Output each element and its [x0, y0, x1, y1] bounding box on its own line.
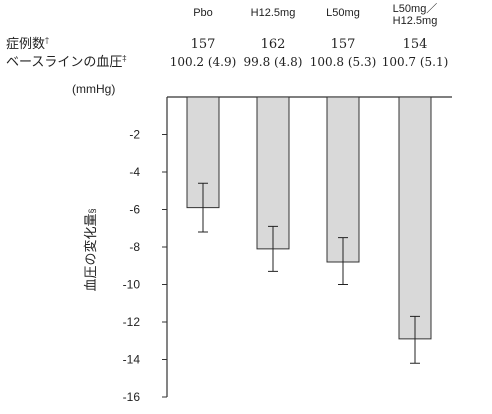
- baseline-value: 100.7 (5.1): [382, 55, 449, 69]
- bar: [326, 96, 360, 263]
- category-label: H12.5mg: [393, 15, 438, 27]
- n-value: 162: [261, 37, 286, 52]
- unit-label: (mmHg): [72, 82, 115, 96]
- baseline-value: 100.8 (5.3): [310, 55, 377, 69]
- row-label-baseline: ベースラインの血圧‡: [6, 54, 126, 70]
- y-tick-label: -8: [129, 240, 140, 254]
- category-label: L50mg: [326, 7, 360, 19]
- bar: [398, 96, 432, 340]
- y-tick-label: -6: [129, 203, 140, 217]
- row-label-n: 症例数†: [6, 36, 49, 52]
- n-value: 154: [403, 37, 428, 52]
- y-tick-label: -14: [123, 353, 141, 367]
- category-labels: Pbo H12.5mg L50mg L50mg／H12.5mg: [193, 2, 437, 27]
- bar: [256, 96, 290, 250]
- y-tick-label: -4: [129, 165, 140, 179]
- category-label: H12.5mg: [251, 7, 296, 19]
- y-axis-title: 血圧の変化量§: [83, 208, 98, 291]
- n-value: 157: [331, 37, 356, 52]
- bars: [186, 96, 432, 364]
- baseline-values-row: 100.2 (4.9) 99.8 (4.8) 100.8 (5.3) 100.7 (5…: [170, 55, 449, 69]
- baseline-value: 99.8 (4.8): [244, 55, 303, 69]
- y-tick-label: -2: [129, 128, 140, 142]
- n-values-row: 157 162 157 154: [191, 37, 428, 52]
- y-tick-label: -16: [123, 390, 141, 404]
- n-value: 157: [191, 37, 216, 52]
- y-tick-label: -12: [123, 315, 141, 329]
- baseline-value: 100.2 (4.9): [170, 55, 237, 69]
- y-tick-label: -10: [123, 278, 141, 292]
- category-label: Pbo: [193, 7, 213, 19]
- category-label: L50mg／: [393, 2, 438, 15]
